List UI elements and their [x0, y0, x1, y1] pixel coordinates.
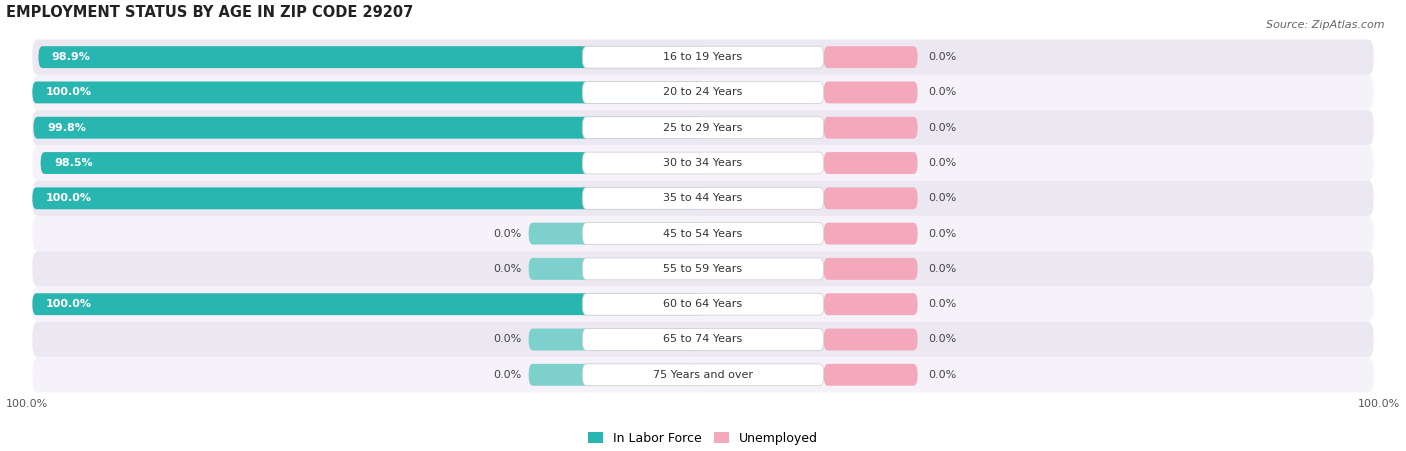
FancyBboxPatch shape — [824, 82, 918, 103]
FancyBboxPatch shape — [529, 223, 703, 244]
FancyBboxPatch shape — [824, 364, 918, 386]
FancyBboxPatch shape — [529, 258, 703, 280]
FancyBboxPatch shape — [582, 82, 824, 103]
Text: 0.0%: 0.0% — [494, 229, 522, 239]
Text: 55 to 59 Years: 55 to 59 Years — [664, 264, 742, 274]
FancyBboxPatch shape — [824, 328, 918, 350]
Text: 35 to 44 Years: 35 to 44 Years — [664, 193, 742, 203]
Text: 0.0%: 0.0% — [494, 370, 522, 380]
Legend: In Labor Force, Unemployed: In Labor Force, Unemployed — [583, 427, 823, 450]
Text: 99.8%: 99.8% — [46, 123, 86, 133]
Text: 25 to 29 Years: 25 to 29 Years — [664, 123, 742, 133]
Text: 0.0%: 0.0% — [928, 299, 956, 309]
Text: 100.0%: 100.0% — [46, 193, 91, 203]
FancyBboxPatch shape — [34, 117, 703, 138]
FancyBboxPatch shape — [32, 251, 1374, 286]
Text: 16 to 19 Years: 16 to 19 Years — [664, 52, 742, 62]
FancyBboxPatch shape — [824, 293, 918, 315]
Text: 65 to 74 Years: 65 to 74 Years — [664, 335, 742, 345]
Text: 98.5%: 98.5% — [53, 158, 93, 168]
FancyBboxPatch shape — [582, 152, 824, 174]
FancyBboxPatch shape — [824, 46, 918, 68]
FancyBboxPatch shape — [582, 364, 824, 386]
FancyBboxPatch shape — [41, 152, 703, 174]
Text: 0.0%: 0.0% — [928, 123, 956, 133]
Text: 0.0%: 0.0% — [494, 264, 522, 274]
Text: 30 to 34 Years: 30 to 34 Years — [664, 158, 742, 168]
Text: 0.0%: 0.0% — [928, 87, 956, 97]
Text: 0.0%: 0.0% — [928, 264, 956, 274]
FancyBboxPatch shape — [824, 187, 918, 209]
FancyBboxPatch shape — [32, 216, 1374, 251]
FancyBboxPatch shape — [529, 364, 703, 386]
Text: 0.0%: 0.0% — [928, 370, 956, 380]
Text: Source: ZipAtlas.com: Source: ZipAtlas.com — [1267, 20, 1385, 30]
FancyBboxPatch shape — [32, 110, 1374, 145]
FancyBboxPatch shape — [824, 152, 918, 174]
FancyBboxPatch shape — [32, 40, 1374, 75]
Text: 100.0%: 100.0% — [6, 399, 48, 409]
FancyBboxPatch shape — [32, 357, 1374, 392]
FancyBboxPatch shape — [32, 286, 1374, 322]
FancyBboxPatch shape — [582, 328, 824, 350]
FancyBboxPatch shape — [32, 145, 1374, 181]
FancyBboxPatch shape — [824, 258, 918, 280]
Text: 75 Years and over: 75 Years and over — [652, 370, 754, 380]
Text: 60 to 64 Years: 60 to 64 Years — [664, 299, 742, 309]
FancyBboxPatch shape — [582, 187, 824, 209]
Text: 20 to 24 Years: 20 to 24 Years — [664, 87, 742, 97]
Text: 45 to 54 Years: 45 to 54 Years — [664, 229, 742, 239]
FancyBboxPatch shape — [32, 322, 1374, 357]
Text: 0.0%: 0.0% — [928, 193, 956, 203]
FancyBboxPatch shape — [32, 293, 703, 315]
FancyBboxPatch shape — [582, 293, 824, 315]
Text: 0.0%: 0.0% — [928, 229, 956, 239]
Text: 100.0%: 100.0% — [46, 299, 91, 309]
Text: 100.0%: 100.0% — [46, 87, 91, 97]
FancyBboxPatch shape — [32, 187, 703, 209]
FancyBboxPatch shape — [824, 117, 918, 138]
FancyBboxPatch shape — [582, 46, 824, 68]
Text: 0.0%: 0.0% — [928, 52, 956, 62]
Text: 98.9%: 98.9% — [52, 52, 91, 62]
FancyBboxPatch shape — [582, 117, 824, 138]
Text: 0.0%: 0.0% — [928, 158, 956, 168]
FancyBboxPatch shape — [529, 328, 703, 350]
FancyBboxPatch shape — [38, 46, 703, 68]
Text: EMPLOYMENT STATUS BY AGE IN ZIP CODE 29207: EMPLOYMENT STATUS BY AGE IN ZIP CODE 292… — [6, 5, 413, 20]
FancyBboxPatch shape — [32, 75, 1374, 110]
FancyBboxPatch shape — [582, 223, 824, 244]
Text: 0.0%: 0.0% — [928, 335, 956, 345]
FancyBboxPatch shape — [32, 181, 1374, 216]
FancyBboxPatch shape — [582, 258, 824, 280]
Text: 0.0%: 0.0% — [494, 335, 522, 345]
FancyBboxPatch shape — [32, 82, 703, 103]
FancyBboxPatch shape — [824, 223, 918, 244]
Text: 100.0%: 100.0% — [1358, 399, 1400, 409]
